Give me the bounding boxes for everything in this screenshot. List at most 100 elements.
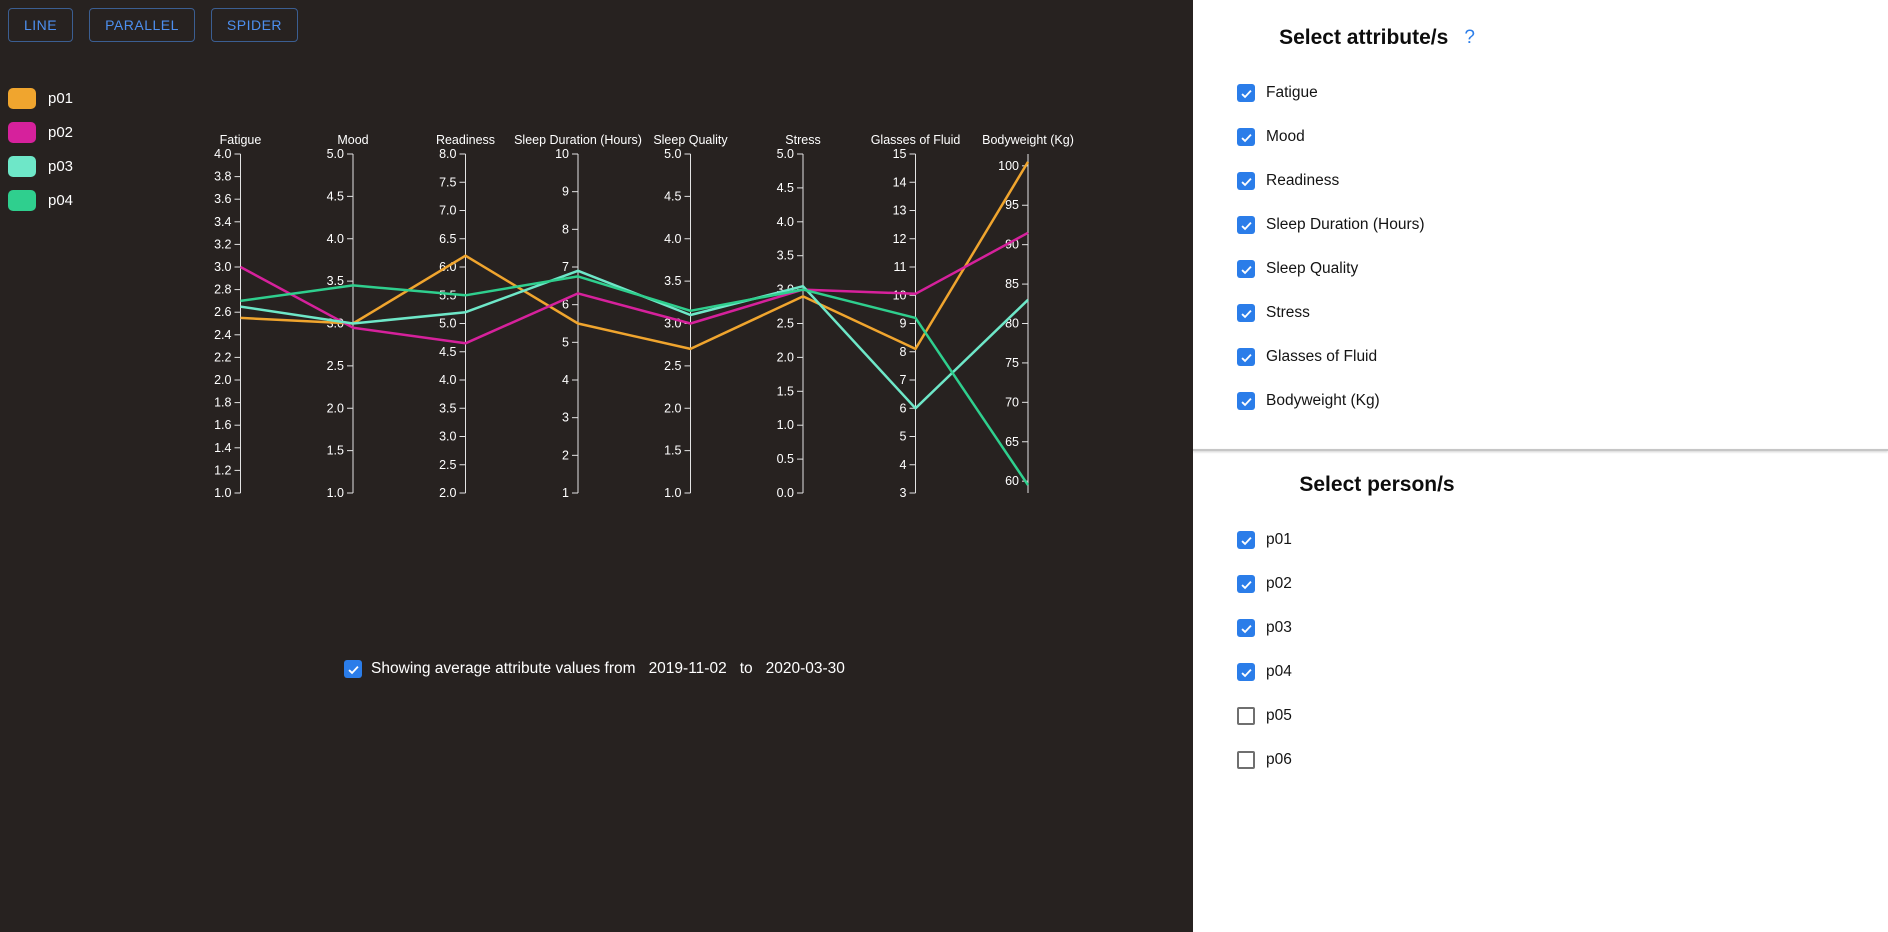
- tick-label: 5.0: [327, 147, 344, 161]
- attribute-bodyweight-kg[interactable]: Bodyweight (Kg): [1193, 379, 1561, 423]
- axis-title: Fatigue: [220, 133, 262, 147]
- checkbox-checked[interactable]: [1237, 619, 1255, 637]
- tick-label: 90: [1005, 238, 1019, 252]
- tick-label: 65: [1005, 435, 1019, 449]
- tick-label: 5.0: [664, 147, 681, 161]
- checkbox-checked[interactable]: [1237, 172, 1255, 190]
- attribute-sleep-duration-hours[interactable]: Sleep Duration (Hours): [1193, 203, 1561, 247]
- tick-label: 3.2: [214, 237, 231, 251]
- person-p01[interactable]: p01: [1193, 518, 1561, 562]
- attribute-mood[interactable]: Mood: [1193, 115, 1561, 159]
- tick-label: 7.0: [439, 204, 456, 218]
- tick-label: 15: [893, 147, 907, 161]
- checkbox-checked[interactable]: [1237, 128, 1255, 146]
- tick-label: 75: [1005, 356, 1019, 370]
- tick-label: 2.0: [439, 486, 456, 500]
- check-icon: [347, 665, 359, 674]
- check-icon: [1240, 668, 1252, 677]
- legend-label: p01: [48, 90, 74, 107]
- persons-title: Select person/s: [1299, 473, 1455, 496]
- tick-label: 2.5: [439, 458, 456, 472]
- average-checkbox[interactable]: [344, 660, 363, 678]
- tick-label: 7.5: [439, 175, 456, 189]
- tick-label: 1.0: [327, 486, 344, 500]
- person-p05[interactable]: p05: [1193, 694, 1561, 738]
- checkbox-checked[interactable]: [1237, 84, 1255, 102]
- tick-label: 3.6: [214, 192, 231, 206]
- checkbox-checked[interactable]: [1237, 216, 1255, 234]
- attribute-readiness[interactable]: Readiness: [1193, 159, 1561, 203]
- person-p04[interactable]: p04: [1193, 650, 1561, 694]
- tick-label: 2.0: [214, 373, 231, 387]
- tick-label: 3: [900, 486, 907, 500]
- attribute-fatigue[interactable]: Fatigue: [1193, 71, 1561, 115]
- checkbox-checked[interactable]: [1237, 531, 1255, 549]
- legend-item-p01: p01: [8, 88, 73, 109]
- tick-label: 3.8: [214, 170, 231, 184]
- check-icon: [1240, 89, 1252, 98]
- axis-title: Readiness: [436, 133, 495, 147]
- tick-label: 2: [562, 448, 569, 462]
- tick-label: 3.0: [214, 260, 231, 274]
- tick-label: 2.0: [664, 401, 681, 415]
- axis-title: Sleep Quality: [653, 133, 728, 147]
- legend-swatch: [8, 190, 36, 211]
- attribute-sleep-quality[interactable]: Sleep Quality: [1193, 247, 1561, 291]
- tick-label: 2.6: [214, 305, 231, 319]
- legend: p01 p02 p03 p04: [8, 88, 73, 211]
- legend-label: p04: [48, 192, 74, 209]
- axis-title: Glasses of Fluid: [871, 133, 961, 147]
- person-p03[interactable]: p03: [1193, 606, 1561, 650]
- tick-label: 3.5: [777, 249, 794, 263]
- checkbox-checked[interactable]: [1237, 260, 1255, 278]
- tick-label: 5.0: [439, 317, 456, 331]
- check-icon: [1240, 353, 1252, 362]
- tick-label: 1.2: [214, 463, 231, 477]
- legend-swatch: [8, 156, 36, 177]
- check-icon: [1240, 177, 1252, 186]
- checkbox-unchecked[interactable]: [1237, 707, 1255, 725]
- tick-label: 1.8: [214, 396, 231, 410]
- check-icon: [1240, 580, 1252, 589]
- person-p06[interactable]: p06: [1193, 738, 1561, 782]
- tick-label: 10: [893, 288, 907, 302]
- check-icon: [1240, 309, 1252, 318]
- tick-label: 4.0: [439, 373, 456, 387]
- axis-title: Sleep Duration (Hours): [514, 133, 642, 147]
- checkbox-label: Readiness: [1266, 172, 1340, 189]
- persons-header: Select person/s: [1193, 473, 1561, 497]
- tick-label: 5.5: [439, 288, 456, 302]
- tick-label: 1: [562, 486, 569, 500]
- toolbar: LINE PARALLEL SPIDER: [8, 8, 299, 42]
- tick-label: 4.0: [214, 147, 231, 161]
- view-button-spider[interactable]: SPIDER: [210, 8, 299, 42]
- tick-label: 0.5: [777, 452, 794, 466]
- checkbox-checked[interactable]: [1237, 392, 1255, 410]
- view-button-parallel[interactable]: PARALLEL: [89, 8, 195, 42]
- view-button-line[interactable]: LINE: [8, 8, 74, 42]
- tick-label: 5.0: [777, 147, 794, 161]
- checkbox-label: Bodyweight (Kg): [1266, 392, 1380, 409]
- tick-label: 5: [562, 335, 569, 349]
- checkbox-checked[interactable]: [1237, 575, 1255, 593]
- checkbox-unchecked[interactable]: [1237, 751, 1255, 769]
- checkbox-checked[interactable]: [1237, 348, 1255, 366]
- help-icon[interactable]: ?: [1464, 27, 1475, 48]
- attribute-glasses-of-fluid[interactable]: Glasses of Fluid: [1193, 335, 1561, 379]
- check-icon: [1240, 536, 1252, 545]
- attributes-header: Select attribute/s ?: [1193, 26, 1561, 50]
- tick-label: 4.0: [777, 215, 794, 229]
- check-icon: [1240, 265, 1252, 274]
- legend-swatch: [8, 88, 36, 109]
- tick-label: 1.0: [777, 418, 794, 432]
- tick-label: 70: [1005, 395, 1019, 409]
- tick-label: 8.0: [439, 147, 456, 161]
- tick-label: 4.5: [664, 189, 681, 203]
- attribute-stress[interactable]: Stress: [1193, 291, 1561, 335]
- checkbox-checked[interactable]: [1237, 663, 1255, 681]
- checkbox-checked[interactable]: [1237, 304, 1255, 322]
- check-icon: [1240, 624, 1252, 633]
- sidebar: Select attribute/s ? Fatigue Mood Readines…: [1193, 0, 1888, 932]
- tick-label: 9: [900, 317, 907, 331]
- person-p02[interactable]: p02: [1193, 562, 1561, 606]
